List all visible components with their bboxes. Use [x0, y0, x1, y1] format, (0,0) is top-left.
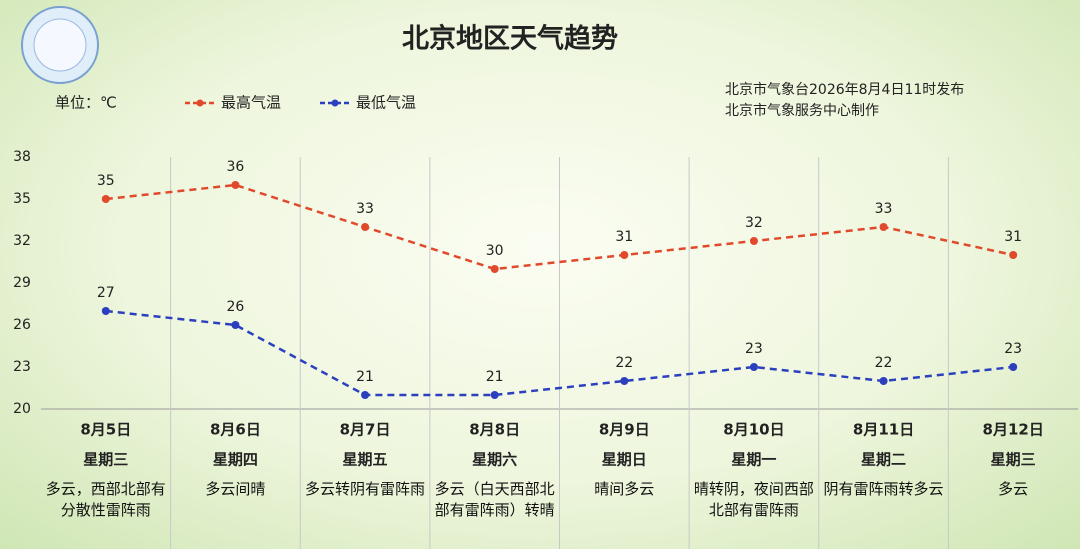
weekday: 星期一	[731, 451, 776, 469]
x-tick-label: 8月8日	[469, 421, 520, 439]
point	[361, 391, 370, 399]
weather: 多云转阴有雷阵雨	[305, 480, 426, 498]
point	[620, 251, 629, 259]
data-label: 23	[745, 341, 763, 357]
weather: 多云	[998, 480, 1029, 498]
legend-marker	[331, 99, 339, 107]
y-tick-label: 38	[13, 149, 31, 165]
y-tick-label: 20	[13, 401, 31, 417]
point	[101, 307, 110, 315]
y-tick-label: 23	[13, 359, 31, 375]
data-label: 22	[615, 355, 633, 371]
x-tick-label: 8月10日	[723, 421, 784, 439]
point	[620, 377, 629, 385]
data-label: 23	[1004, 341, 1022, 357]
point	[749, 363, 758, 371]
data-label: 36	[227, 159, 245, 175]
data-label: 33	[356, 201, 374, 217]
weather: 阴有雷阵雨转多云	[823, 480, 944, 498]
line	[105, 183, 1014, 271]
y-tick-label: 26	[13, 317, 31, 333]
x-tick-label: 8月7日	[340, 421, 391, 439]
source: 北京市气象台2026年8月4日11时发布	[725, 81, 964, 98]
weather: 晴间多云	[594, 480, 655, 498]
weather: 多云，西部北部有分散性雷阵雨	[45, 480, 166, 519]
point	[361, 223, 370, 231]
y-axis-label: 单位：℃	[55, 94, 117, 112]
weekday: 星期五	[343, 451, 388, 469]
point	[749, 237, 758, 245]
data-label: 30	[486, 243, 504, 259]
weekday: 星期三	[83, 451, 128, 469]
x-tick-label: 8月12日	[983, 421, 1044, 439]
point	[1009, 251, 1018, 259]
data-label: 35	[97, 173, 115, 189]
data-label: 27	[97, 285, 115, 301]
point	[490, 391, 499, 399]
data-label: 33	[875, 201, 893, 217]
point	[231, 181, 240, 189]
x-tick-label: 8月6日	[210, 421, 261, 439]
weekday: 星期三	[991, 451, 1036, 469]
weather: 晴转阴，夜间西部北部有雷阵雨	[693, 480, 814, 519]
weather: 多云（白天西部北部有雷阵雨）转晴	[434, 480, 555, 519]
y-tick-label: 32	[13, 233, 31, 249]
data-label: 21	[486, 369, 504, 385]
point	[490, 265, 499, 273]
point	[1009, 363, 1018, 371]
logo-inner	[33, 18, 87, 72]
legend-label: 最高气温	[221, 94, 281, 112]
data-label: 32	[745, 215, 763, 231]
data-label: 31	[615, 229, 633, 245]
legend-label: 最低气温	[356, 94, 416, 112]
x-tick-label: 8月5日	[80, 421, 131, 439]
line	[105, 309, 1014, 397]
point	[101, 195, 110, 203]
data-label: 31	[1004, 229, 1022, 245]
data-label: 26	[227, 299, 245, 315]
point	[231, 321, 240, 329]
point	[879, 377, 888, 385]
data-label: 22	[875, 355, 893, 371]
weather: 多云间晴	[205, 480, 266, 498]
weekday: 星期六	[472, 451, 517, 469]
point	[879, 223, 888, 231]
chart-title: 北京地区天气趋势	[402, 23, 618, 55]
x-tick-label: 8月9日	[599, 421, 650, 439]
legend-marker	[196, 99, 204, 107]
y-tick-label: 29	[13, 275, 31, 291]
weekday: 星期日	[602, 451, 647, 469]
x-tick-label: 8月11日	[853, 421, 914, 439]
y-tick-label: 35	[13, 191, 31, 207]
weekday: 星期四	[213, 451, 258, 469]
data-label: 21	[356, 369, 374, 385]
weekday: 星期二	[861, 451, 906, 469]
source: 北京市气象服务中心制作	[725, 102, 879, 119]
